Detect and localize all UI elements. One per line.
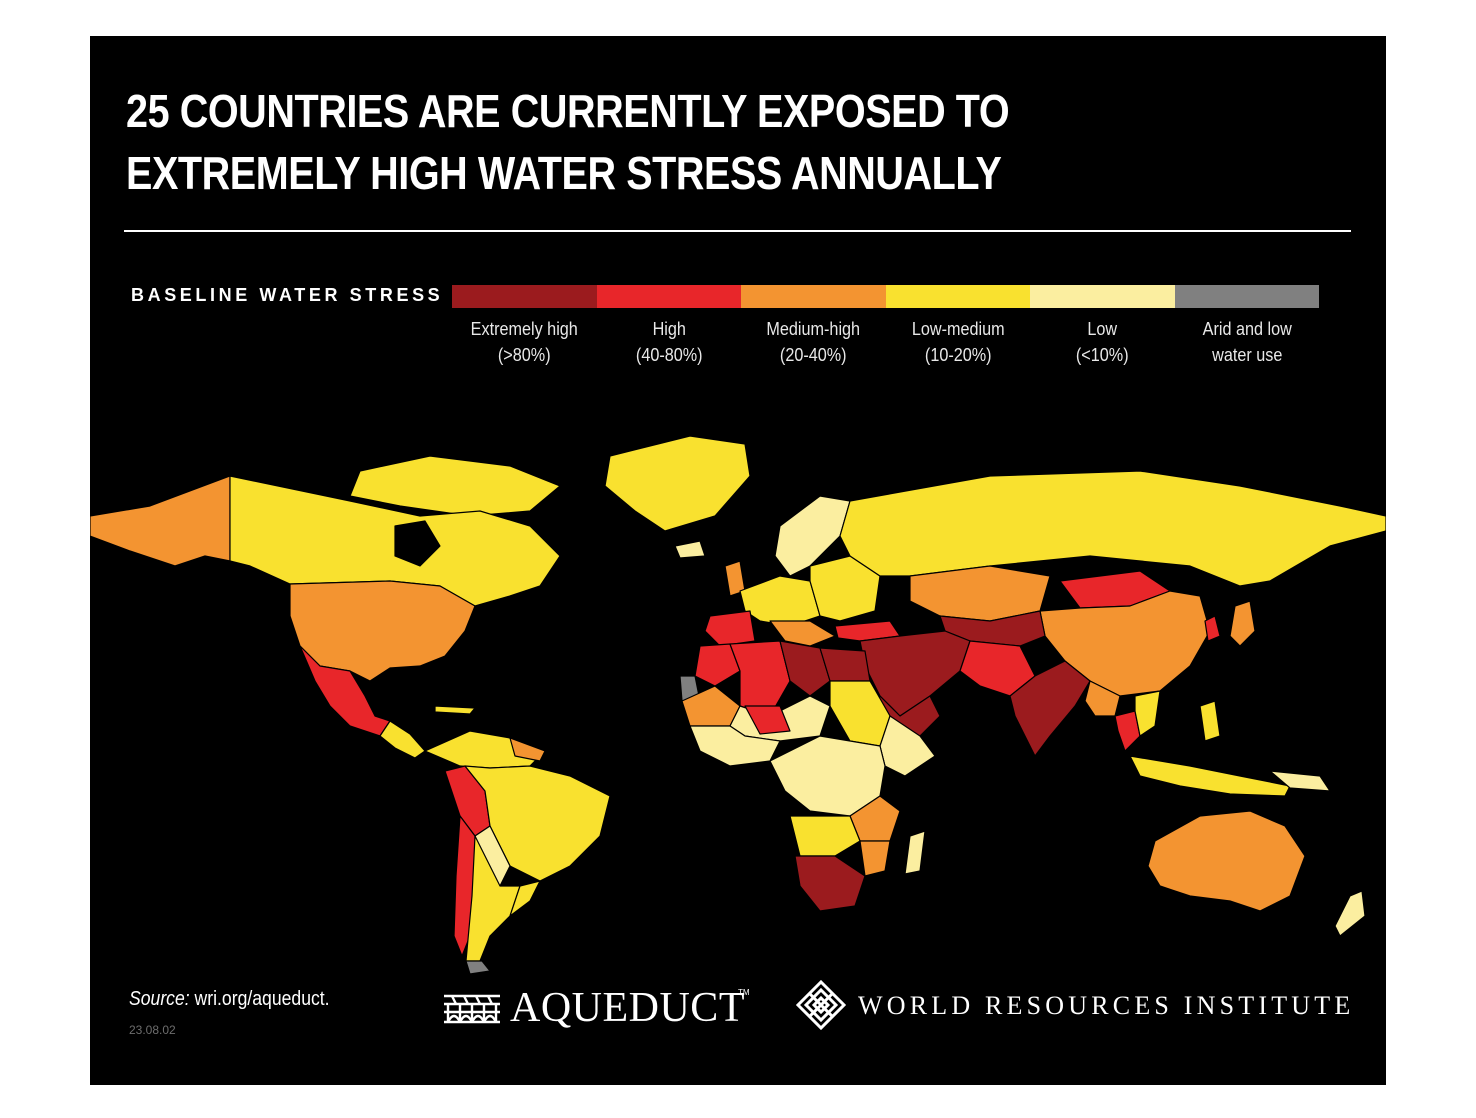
- region-philippines: [1199, 700, 1221, 742]
- region-west-africa: [689, 725, 781, 767]
- region-tierra-del-fuego: [465, 960, 491, 975]
- region-mozambique: [859, 840, 891, 877]
- legend-label-low: Low (<10%): [1037, 316, 1167, 368]
- region-thailand: [1114, 710, 1141, 752]
- legend-color-bar: [452, 285, 1319, 308]
- legend-label-extremely-high: Extremely high (>80%): [459, 316, 589, 368]
- legend-label-high: High (40-80%): [604, 316, 734, 368]
- aqueduct-icon: [444, 994, 500, 1024]
- world-water-stress-map: [90, 435, 1386, 975]
- legend-swatch-medium-high: [741, 285, 886, 308]
- region-greenland: [604, 435, 751, 532]
- region-middle-east: [859, 630, 971, 717]
- legend-swatch-low-medium: [885, 285, 1030, 308]
- region-canada-arctic: [349, 455, 561, 517]
- wri-wordmark: WORLD RESOURCES INSTITUTE: [858, 991, 1355, 1020]
- region-central-america: [379, 720, 426, 759]
- wri-knot-icon: [796, 980, 846, 1030]
- region-hudson-bay: [394, 520, 441, 567]
- aqueduct-logo: AQUEDUCT TM: [442, 984, 752, 1034]
- region-india: [1009, 660, 1091, 757]
- legend-swatch-extremely-high: [452, 285, 597, 308]
- region-brazil: [464, 765, 611, 882]
- region-argentina: [465, 835, 521, 962]
- region-madagascar: [904, 830, 926, 875]
- legend-range-text: (<10%): [1075, 345, 1129, 365]
- region-italy-balkans: [769, 620, 836, 647]
- region-western-europe: [739, 575, 821, 627]
- legend-swatch-low: [1030, 285, 1175, 308]
- region-new-zealand: [1334, 890, 1366, 937]
- date-stamp: 23.08.02: [129, 1023, 176, 1037]
- region-korea: [1204, 615, 1221, 642]
- legend-label-text: Arid and low: [1202, 319, 1292, 339]
- region-angola: [789, 815, 861, 857]
- legend-label-text: Low: [1087, 319, 1118, 339]
- map-title: 25 COUNTRIES ARE CURRENTLY EXPOSED TO EX…: [126, 85, 1010, 199]
- infographic-card: 25 COUNTRIES ARE CURRENTLY EXPOSED TO EX…: [90, 36, 1386, 1085]
- region-morocco: [694, 643, 741, 687]
- region-uruguay: [509, 880, 541, 917]
- legend-range-text: (40-80%): [635, 345, 703, 365]
- source-text[interactable]: wri.org/aqueduct.: [189, 988, 330, 1010]
- region-caribbean: [434, 705, 476, 715]
- legend-range-text: (10-20%): [924, 345, 992, 365]
- legend-label-text: Extremely high: [470, 319, 578, 339]
- wri-logo: WORLD RESOURCES INSTITUTE: [796, 980, 1356, 1036]
- region-vietnam: [1134, 690, 1161, 737]
- legend-label-text: Medium-high: [766, 319, 861, 339]
- region-iceland: [674, 540, 706, 559]
- legend-label-text: High: [652, 319, 686, 339]
- legend-range-text: (>80%): [497, 345, 551, 365]
- legend-label-arid: Arid and low water use: [1182, 316, 1312, 368]
- region-niger: [744, 705, 791, 735]
- legend-swatch-arid: [1174, 285, 1319, 308]
- title-divider: [124, 230, 1351, 232]
- legend-label-text: Low-medium: [911, 319, 1005, 339]
- region-libya: [779, 640, 831, 697]
- legend-swatch-high: [596, 285, 741, 308]
- region-myanmar: [1084, 680, 1121, 717]
- source-citation: Source: wri.org/aqueduct.: [129, 988, 330, 1011]
- legend-labels: Extremely high (>80%) High (40-80%) Medi…: [452, 316, 1319, 368]
- region-japan: [1229, 600, 1256, 647]
- legend-label-low-medium: Low-medium (10-20%): [893, 316, 1023, 368]
- region-iberia: [704, 610, 756, 647]
- region-papua: [1269, 770, 1331, 792]
- source-prefix: Source:: [129, 988, 190, 1010]
- region-alaska: [90, 475, 231, 567]
- region-indonesia: [1129, 755, 1291, 797]
- legend-title: BASELINE WATER STRESS: [131, 285, 444, 305]
- region-central-africa: [769, 735, 886, 817]
- legend-label-medium-high: Medium-high (20-40%): [748, 316, 878, 368]
- region-scandinavia: [774, 495, 851, 577]
- region-guianas: [509, 737, 546, 762]
- aqueduct-wordmark: AQUEDUCT: [510, 985, 745, 1031]
- region-australia: [1147, 810, 1306, 912]
- region-south-africa: [794, 855, 866, 912]
- region-russia: [839, 470, 1386, 587]
- legend-range-text: (20-40%): [779, 345, 847, 365]
- aqueduct-trademark: TM: [738, 988, 750, 997]
- legend-range-text: water use: [1211, 345, 1282, 365]
